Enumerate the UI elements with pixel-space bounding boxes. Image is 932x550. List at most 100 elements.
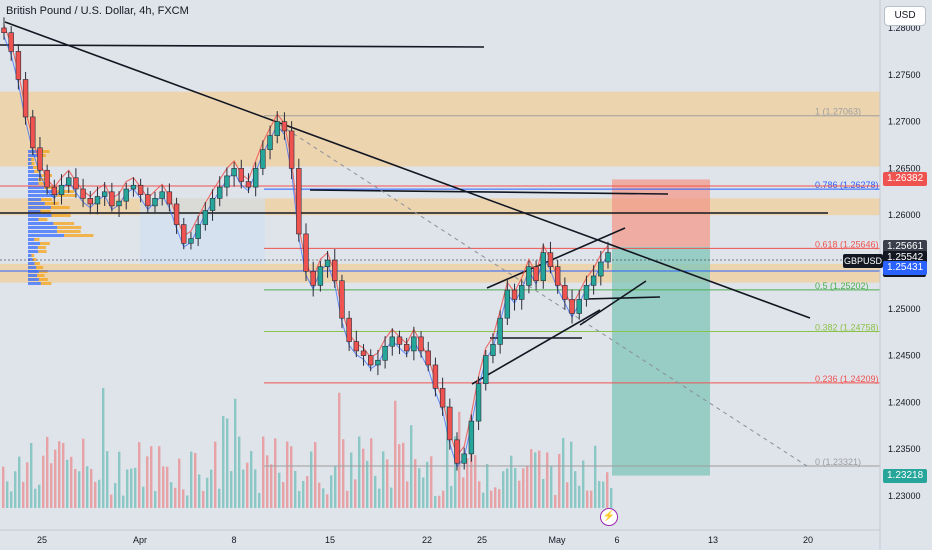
candle-body bbox=[497, 317, 503, 345]
volume-bar bbox=[498, 489, 501, 508]
volume-profile-bar bbox=[34, 262, 40, 265]
volume-bar bbox=[414, 459, 417, 508]
candle-body bbox=[540, 252, 546, 282]
candle-body bbox=[109, 191, 115, 207]
volume-bar bbox=[594, 445, 597, 508]
volume-bar bbox=[454, 436, 457, 508]
volume-bar bbox=[262, 436, 265, 508]
volume-bar bbox=[370, 438, 373, 508]
volume-profile-bar bbox=[38, 218, 48, 221]
volume-profile-bar bbox=[54, 194, 77, 197]
candle-body bbox=[58, 184, 65, 195]
volume-bar bbox=[82, 438, 85, 508]
take-profit-zone[interactable] bbox=[612, 246, 710, 476]
wedge-lower-line[interactable] bbox=[471, 309, 601, 385]
volume-profile-bar bbox=[28, 154, 38, 157]
x-tick-label: 6 bbox=[614, 535, 619, 545]
candle-body bbox=[87, 198, 93, 205]
candle-body bbox=[562, 285, 568, 300]
volume-bar bbox=[238, 436, 241, 508]
fib-level-label: 0.5 (1.25202) bbox=[815, 281, 869, 291]
descending-trendline[interactable] bbox=[4, 21, 811, 319]
volume-bar bbox=[214, 441, 217, 508]
volume-bar bbox=[102, 387, 105, 508]
candle-body bbox=[569, 299, 575, 314]
candle-body bbox=[396, 336, 403, 345]
channel-segment[interactable] bbox=[579, 280, 647, 326]
volume-profile-bar bbox=[28, 250, 39, 253]
candle-body bbox=[37, 147, 43, 171]
volume-profile-bar bbox=[28, 202, 45, 205]
breakout-segment[interactable] bbox=[584, 296, 661, 300]
volume-profile-bar bbox=[51, 214, 71, 217]
chart-title: British Pound / U.S. Dollar, 4h, FXCM bbox=[6, 5, 189, 17]
candle-body bbox=[217, 186, 223, 199]
fib-level-label: 0 (1.23321) bbox=[815, 457, 861, 467]
volume-bar bbox=[94, 481, 97, 508]
volume-profile-bar bbox=[33, 166, 38, 169]
fib-level-label: 0.618 (1.25646) bbox=[815, 239, 879, 249]
x-tick-label: 25 bbox=[37, 535, 47, 545]
volume-bar bbox=[334, 466, 337, 508]
volume-bar bbox=[590, 490, 593, 508]
candle-body bbox=[159, 191, 165, 199]
fib-level-label: 0.382 (1.24758) bbox=[815, 322, 879, 332]
volume-bar bbox=[254, 469, 257, 508]
volume-bar bbox=[110, 494, 113, 508]
candle-body bbox=[145, 194, 151, 207]
volume-profile-bar bbox=[36, 266, 44, 269]
candle-body bbox=[260, 149, 266, 169]
volume-bar bbox=[230, 471, 233, 508]
volume-bar bbox=[246, 462, 249, 508]
candle-body bbox=[274, 121, 280, 136]
volume-profile-bar bbox=[39, 150, 50, 153]
volume-bar bbox=[562, 438, 565, 508]
horizontal-line-1.2632[interactable] bbox=[309, 189, 669, 195]
candle-body bbox=[80, 188, 86, 199]
volume-bar bbox=[198, 474, 201, 508]
volume-bar bbox=[434, 495, 437, 508]
volume-bar bbox=[374, 475, 377, 508]
volume-profile-bar bbox=[28, 234, 65, 237]
supply-zone-upper bbox=[0, 91, 880, 167]
candle-body bbox=[181, 224, 187, 244]
candle-body bbox=[238, 168, 244, 182]
volume-bar bbox=[286, 441, 289, 508]
volume-bar bbox=[570, 441, 573, 508]
volume-bar bbox=[270, 464, 273, 508]
volume-profile-bar bbox=[40, 242, 50, 245]
candle-body bbox=[188, 238, 194, 244]
price-tag: 1.25431 bbox=[883, 261, 928, 276]
volume-bar bbox=[326, 494, 329, 508]
candle-body bbox=[332, 259, 338, 282]
candle-body bbox=[382, 345, 388, 361]
volume-bar bbox=[442, 490, 445, 508]
volume-profile-bar bbox=[38, 278, 48, 281]
volume-bar bbox=[38, 484, 41, 508]
volume-bar bbox=[294, 470, 297, 508]
candle-body bbox=[324, 259, 331, 267]
volume-bar bbox=[586, 490, 589, 508]
volume-bar bbox=[54, 449, 57, 508]
resistance-line-top[interactable] bbox=[0, 44, 485, 48]
volume-profile-bar bbox=[28, 158, 32, 161]
volume-profile-bar bbox=[41, 198, 52, 201]
candle-body bbox=[73, 177, 79, 190]
candle-body bbox=[116, 200, 122, 207]
candle-body bbox=[554, 266, 561, 286]
volume-bar bbox=[394, 400, 397, 508]
lightning-icon[interactable]: ⚡ bbox=[600, 508, 618, 526]
volume-bar bbox=[318, 482, 321, 508]
volume-bar bbox=[10, 491, 13, 508]
wedge-upper-line[interactable] bbox=[486, 227, 626, 289]
volume-bar bbox=[66, 459, 69, 508]
volume-bar bbox=[146, 456, 149, 508]
currency-button[interactable]: USD bbox=[884, 6, 926, 26]
candle-body bbox=[432, 364, 439, 389]
volume-bar bbox=[250, 450, 253, 508]
volume-bar bbox=[342, 439, 345, 508]
x-tick-label: 22 bbox=[422, 535, 432, 545]
volume-profile-bar bbox=[28, 226, 58, 229]
